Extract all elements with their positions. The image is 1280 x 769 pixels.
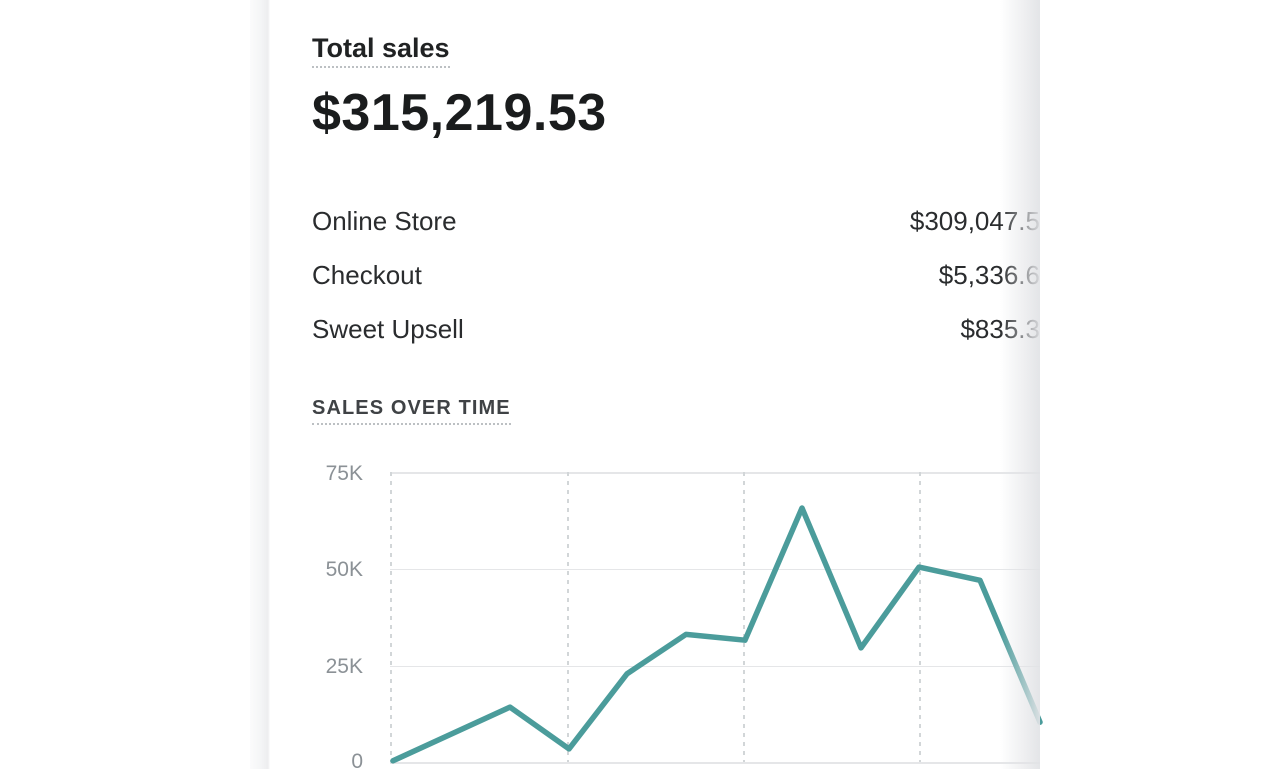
y-tick-50k: 50K — [325, 558, 363, 581]
channel-value: $309,047.5 — [909, 206, 1040, 236]
gridline-0 — [390, 762, 1040, 764]
gridline-week-2 — [567, 472, 569, 762]
y-tick-25k: 25K — [325, 655, 363, 678]
total-sales-title-link[interactable]: Total sales — [312, 32, 450, 68]
y-tick-0: 0 — [351, 750, 363, 769]
gridline-50k — [390, 568, 1040, 570]
left-gutter — [250, 0, 270, 769]
channel-label: Sweet Upsell — [312, 314, 464, 344]
channel-breakdown-list: Online Store $309,047.5 Checkout $5,336.… — [312, 206, 1040, 368]
channel-value: $5,336.6 — [938, 260, 1040, 290]
channel-row-online-store: Online Store $309,047.5 — [312, 206, 1040, 236]
gridline-week-3 — [743, 472, 745, 762]
channel-label: Online Store — [312, 206, 457, 236]
gridline-week-4 — [919, 472, 921, 762]
channel-label: Checkout — [312, 260, 422, 290]
gridline-week-1 — [390, 472, 392, 762]
y-tick-75k: 75K — [325, 462, 363, 485]
total-sales-card: Total sales $315,219.53 Online Store $30… — [270, 0, 1040, 769]
channel-row-checkout: Checkout $5,336.6 — [312, 260, 1040, 290]
channel-row-sweet-upsell: Sweet Upsell $835.3 — [312, 314, 1040, 344]
channel-value: $835.3 — [960, 314, 1040, 344]
gridline-75k — [390, 472, 1040, 474]
gridline-25k — [390, 665, 1040, 667]
sales-over-time-heading-link[interactable]: SALES OVER TIME — [312, 397, 511, 425]
total-sales-amount: $315,219.53 — [312, 84, 607, 142]
